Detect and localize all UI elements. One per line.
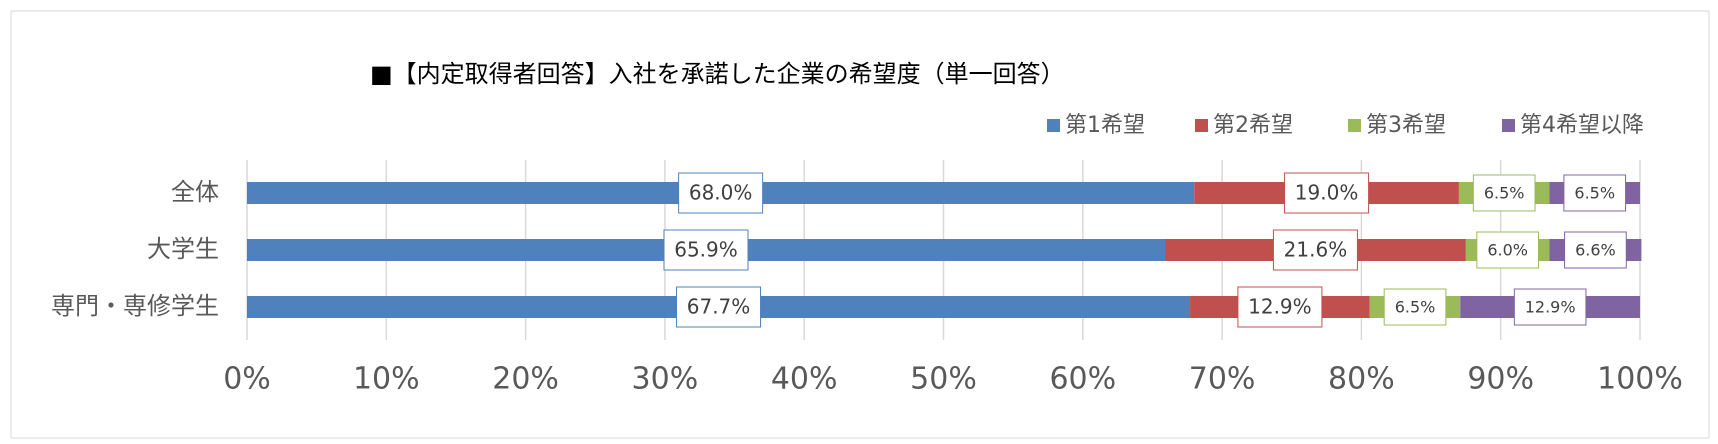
legend-label: 第2希望 — [1213, 113, 1293, 138]
data-label-box — [1272, 229, 1358, 271]
data-label-box — [1563, 174, 1627, 212]
legend-label: 第1希望 — [1065, 113, 1145, 138]
chart-frame — [10, 10, 1710, 439]
data-label-box — [1513, 288, 1587, 326]
data-label: 19.0% — [1295, 181, 1359, 205]
x-tick-label: 60% — [1049, 362, 1116, 397]
data-label-box — [1383, 288, 1447, 326]
legend-swatch — [1502, 119, 1515, 132]
data-label-box — [1237, 286, 1323, 328]
y-tick-label: 大学生 — [147, 235, 219, 263]
x-tick-label: 10% — [353, 362, 420, 397]
data-label-box — [1564, 231, 1627, 269]
data-label: 6.5% — [1574, 184, 1615, 203]
data-label: 6.6% — [1575, 241, 1616, 260]
legend-label: 第3希望 — [1366, 113, 1446, 138]
legend-label: 第4希望以降 — [1520, 113, 1644, 138]
x-tick-label: 30% — [632, 362, 699, 397]
data-label: 12.9% — [1525, 298, 1576, 317]
x-tick-label: 70% — [1189, 362, 1256, 397]
data-label: 6.5% — [1484, 184, 1525, 203]
data-label: 68.0% — [689, 181, 753, 205]
chart-title: ■【内定取得者回答】入社を承諾した企業の希望度（単一回答） — [370, 60, 1065, 88]
y-tick-label: 全体 — [171, 178, 219, 206]
x-tick-label: 90% — [1467, 362, 1534, 397]
data-label: 12.9% — [1248, 295, 1312, 319]
data-label-box — [676, 286, 762, 328]
data-label: 65.9% — [674, 238, 738, 262]
data-label: 6.5% — [1395, 298, 1436, 317]
data-label: 67.7% — [687, 295, 751, 319]
data-label: 21.6% — [1284, 238, 1348, 262]
x-tick-label: 80% — [1328, 362, 1395, 397]
data-label-box — [678, 172, 764, 214]
data-label-box — [1284, 172, 1370, 214]
legend-swatch — [1348, 119, 1361, 132]
legend-swatch — [1047, 119, 1060, 132]
x-tick-label: 0% — [223, 362, 271, 397]
data-label-box — [1476, 231, 1540, 269]
y-tick-label: 専門・専修学生 — [51, 292, 219, 320]
data-label: 6.0% — [1487, 241, 1528, 260]
data-label-box — [663, 229, 749, 271]
x-tick-label: 40% — [771, 362, 838, 397]
x-tick-label: 50% — [910, 362, 977, 397]
x-tick-label: 20% — [492, 362, 559, 397]
legend-swatch — [1195, 119, 1208, 132]
data-label-box — [1472, 174, 1536, 212]
x-tick-label: 100% — [1597, 362, 1683, 397]
